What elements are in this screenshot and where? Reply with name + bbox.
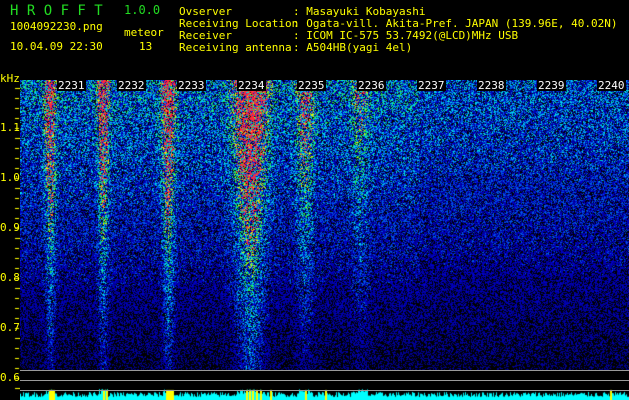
x-tick-label: 2235 [297,79,326,92]
x-tick-label: 2237 [417,79,446,92]
info-label: Receiving antenna [179,41,292,54]
info-value: : Ogata-vill. Akita-Pref. JAPAN (139.96E… [293,17,618,30]
x-tick-label: 2233 [177,79,206,92]
y-tick-label: 0.7 [0,321,20,334]
info-value: : ICOM IC-575 53.7492(@LCD)MHz USB [293,29,519,42]
x-tick-label: 2234 [237,79,266,92]
file-name: 1004092230.png [10,20,103,33]
app-version: 1.0.0 [124,3,161,17]
reference-line [20,390,629,391]
x-tick-label: 2236 [357,79,386,92]
info-label: Receiver [179,29,232,42]
x-tick-label: 2239 [537,79,566,92]
reference-line [20,380,629,381]
y-tick-label: 0.9 [0,221,20,234]
info-label: Ovserver [179,5,232,18]
meteor-label: meteor [124,26,164,39]
y-axis-unit: kHz [0,72,20,85]
spectrogram [20,80,629,400]
x-tick-label: 2240 [597,79,626,92]
info-value: : A504HB(yagi 4el) [293,41,413,54]
info-label: Receiving Location [179,17,299,30]
reference-line [20,370,629,371]
x-tick-label: 2232 [117,79,146,92]
app-title: H R O F F T [10,3,103,19]
y-tick-label: 1.1 [0,121,20,134]
y-tick-label: 0.8 [0,271,20,284]
info-value: : Masayuki Kobayashi [293,5,426,18]
y-tick-label: 1.0 [0,171,20,184]
meteor-count: 13 [139,40,153,53]
x-tick-label: 2238 [477,79,506,92]
y-axis-ticks [0,80,20,400]
file-datetime: 10.04.09 22:30 [10,40,103,53]
y-tick-label: 0.6 [0,371,20,384]
x-tick-label: 2231 [57,79,86,92]
